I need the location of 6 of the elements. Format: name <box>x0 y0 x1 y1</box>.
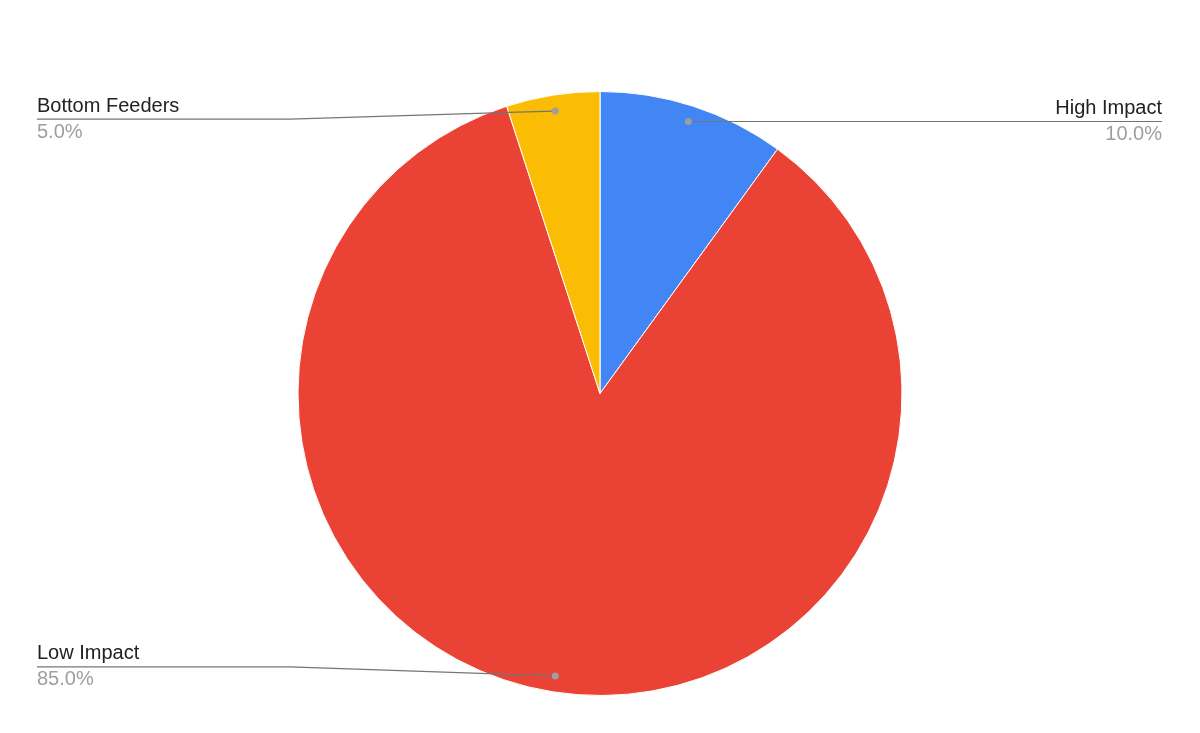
slice-label: High Impact <box>1055 96 1163 119</box>
data-label: 5.0% <box>37 119 83 142</box>
slice-label: Low Impact <box>37 641 140 664</box>
slice-label: Bottom Feeders <box>37 93 180 116</box>
data-label: 10.0% <box>1105 122 1163 145</box>
data-label: 85.0% <box>37 667 94 690</box>
